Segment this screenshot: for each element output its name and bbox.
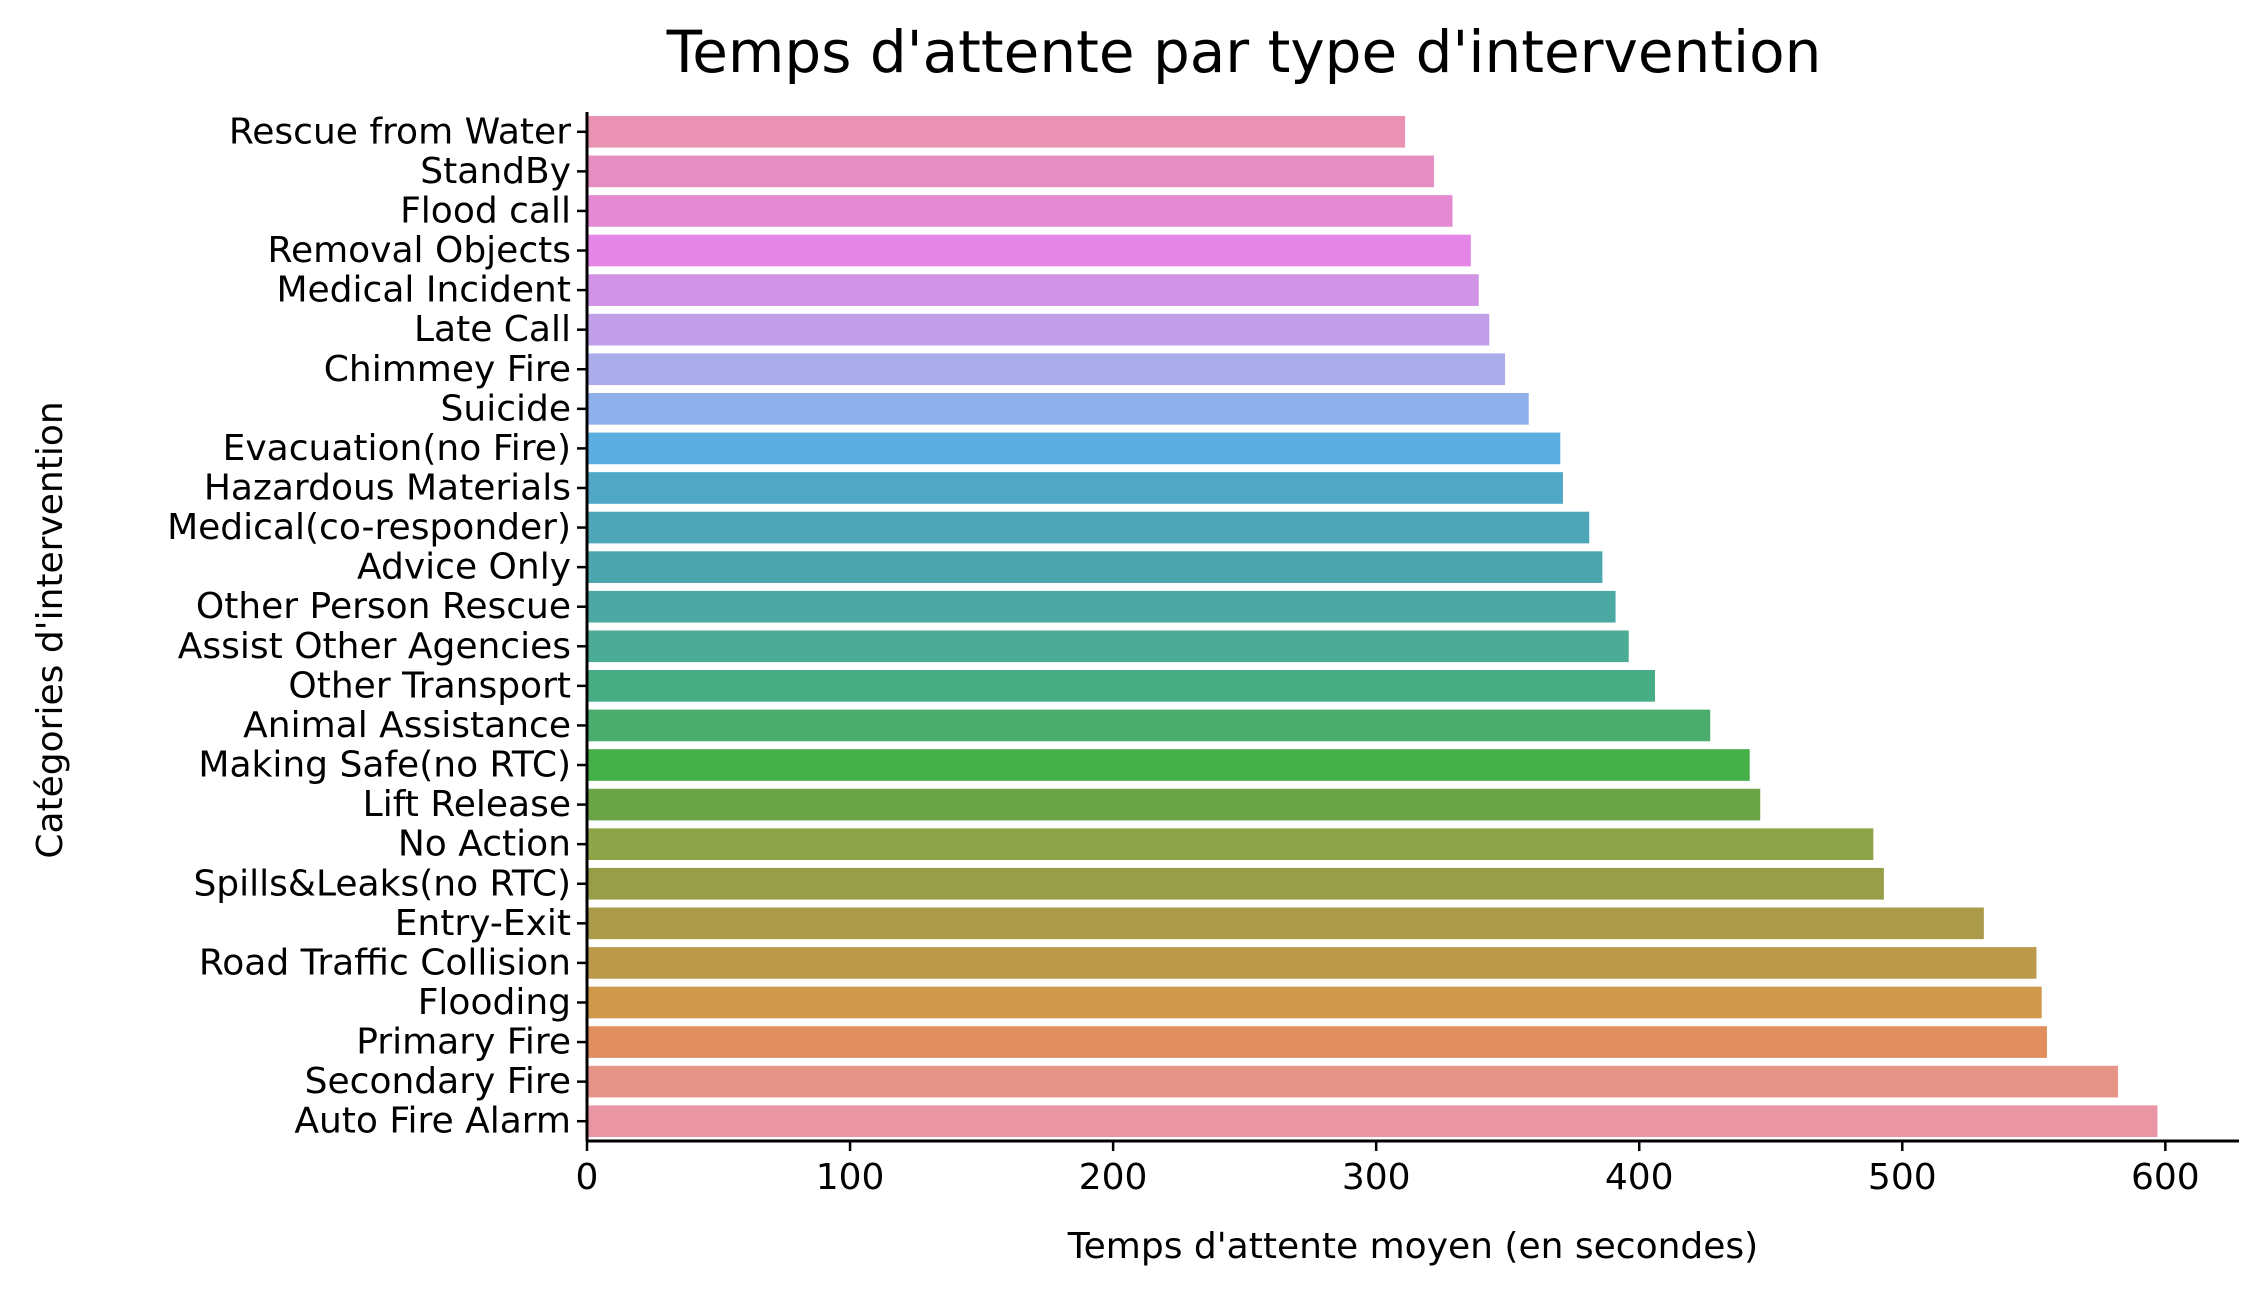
x-tick-label: 500: [1868, 1157, 1937, 1198]
y-tick-label: Road Traffic Collision: [199, 942, 571, 983]
bar-4: [587, 274, 1479, 306]
bar-21: [587, 947, 2037, 979]
y-tick-label: Assist Other Agencies: [178, 626, 571, 667]
y-tick-label: Spills&Leaks(no RTC): [193, 863, 571, 904]
y-tick-label: Auto Fire Alarm: [294, 1101, 571, 1142]
y-tick-label: Flood call: [400, 190, 571, 231]
x-tick-label: 0: [576, 1157, 599, 1198]
bar-23: [587, 1026, 2047, 1058]
y-tick-label: StandBy: [420, 151, 571, 192]
bar-9: [587, 472, 1563, 504]
bar-19: [587, 867, 1884, 900]
y-tick-label: Advice Only: [357, 547, 571, 588]
bar-17: [587, 788, 1761, 821]
y-tick-label: Animal Assistance: [243, 705, 571, 746]
y-tick-label: Medical(co-responder): [167, 507, 571, 548]
bar-3: [587, 234, 1471, 267]
bar-8: [587, 432, 1561, 465]
bar-13: [587, 630, 1629, 663]
y-tick-label: Hazardous Materials: [204, 467, 571, 508]
y-tick-label: Late Call: [414, 309, 571, 350]
y-tick-label: Flooding: [418, 982, 571, 1023]
y-tick-label: Primary Fire: [356, 1022, 571, 1063]
y-tick-label: No Action: [398, 824, 571, 865]
bar-11: [587, 551, 1603, 583]
x-tick-label: 300: [1342, 1157, 1411, 1198]
x-tick-label: 600: [2131, 1157, 2200, 1198]
bar-10: [587, 511, 1590, 544]
y-axis-label: Catégories d'intervention: [30, 401, 71, 858]
bar-14: [587, 670, 1656, 702]
bar-2: [587, 195, 1453, 227]
bar-7: [587, 392, 1529, 425]
bars-group: [587, 115, 2158, 1138]
chart-title: Temps d'attente par type d'intervention: [666, 18, 1822, 86]
y-tick-label: Rescue from Water: [229, 111, 571, 152]
y-tick-label: Lift Release: [363, 784, 571, 825]
y-tick-label: Suicide: [441, 388, 571, 429]
y-tick-label: Chimmey Fire: [324, 349, 571, 390]
x-tick-label: 100: [816, 1157, 885, 1198]
y-tick-label: Evacuation(no Fire): [223, 428, 571, 469]
x-tick-label: 200: [1079, 1157, 1148, 1198]
bar-25: [587, 1105, 2158, 1138]
bar-1: [587, 155, 1435, 188]
y-tick-label: Removal Objects: [268, 230, 571, 271]
bar-16: [587, 749, 1750, 781]
x-tick-label: 400: [1605, 1157, 1674, 1198]
bar-0: [587, 115, 1406, 148]
bar-5: [587, 313, 1490, 346]
bar-15: [587, 709, 1711, 742]
bar-12: [587, 590, 1616, 623]
bar-18: [587, 828, 1874, 861]
x-axis-ticks: 0 100 200 300 400 500 600: [576, 1141, 2200, 1198]
bar-22: [587, 986, 2042, 1019]
x-axis-label: Temps d'attente moyen (en secondes): [1067, 1226, 1758, 1267]
bar-20: [587, 907, 1984, 940]
y-tick-label: Entry-Exit: [395, 903, 571, 944]
y-tick-label: Other Transport: [288, 665, 571, 706]
y-tick-label: Other Person Rescue: [196, 586, 571, 627]
y-tick-label: Medical Incident: [276, 270, 571, 311]
y-tick-label: Secondary Fire: [305, 1061, 571, 1102]
y-tick-label: Making Safe(no RTC): [198, 745, 571, 786]
bar-24: [587, 1065, 2118, 1098]
bar-6: [587, 353, 1506, 386]
